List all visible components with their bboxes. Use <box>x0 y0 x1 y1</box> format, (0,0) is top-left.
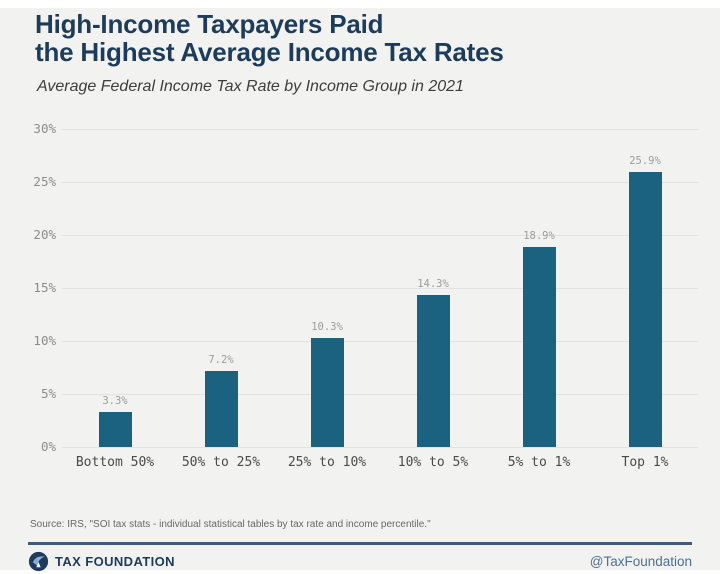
brand-name: TAX FOUNDATION <box>55 553 175 569</box>
footer-divider <box>28 542 692 545</box>
bar-value-label: 25.9% <box>629 155 661 168</box>
gridline <box>62 181 698 183</box>
bar <box>628 172 662 447</box>
plot-area: 3.3% 7.2% 10.3% 14.3% 18.9% 25.9% <box>62 128 698 448</box>
bar <box>204 370 238 447</box>
source-note: Source: IRS, "SOI tax stats - individual… <box>30 519 431 530</box>
y-tick-label: 0% <box>40 439 56 454</box>
y-tick-label: 25% <box>33 174 56 189</box>
bar-value-label: 10.3% <box>311 320 343 333</box>
bar-value-label: 14.3% <box>417 278 449 291</box>
bar <box>522 246 556 447</box>
chart-subtitle: Average Federal Income Tax Rate by Incom… <box>37 78 464 95</box>
chart-background <box>0 8 720 570</box>
bar <box>98 412 132 447</box>
x-tick-label: 10% to 5% <box>397 455 469 470</box>
twitter-handle[interactable]: @TaxFoundation <box>589 553 692 569</box>
gridline <box>62 340 698 342</box>
x-tick-label: Bottom 50% <box>75 455 155 470</box>
gridline <box>62 393 698 395</box>
page-title: High-Income Taxpayers Paid the Highest A… <box>35 9 504 67</box>
y-tick-label: 10% <box>33 333 56 348</box>
y-tick-label: 15% <box>33 280 56 295</box>
gridline <box>62 234 698 236</box>
bar-value-label: 7.2% <box>208 353 234 366</box>
gridline <box>62 287 698 289</box>
y-tick-label: 5% <box>40 386 56 401</box>
y-tick-label: 20% <box>33 227 56 242</box>
x-tick-label: 5% to 1% <box>507 455 571 470</box>
tax-foundation-logo-icon <box>28 551 49 572</box>
x-tick-label: 25% to 10% <box>287 455 367 470</box>
x-tick-label: Top 1% <box>621 455 669 470</box>
x-tick-label: 50% to 25% <box>181 455 261 470</box>
y-axis: 0% 5% 10% 15% 20% 25% 30% <box>0 121 56 454</box>
title-line-2: the Highest Average Income Tax Rates <box>35 36 504 67</box>
bar <box>310 337 344 447</box>
brand: TAX FOUNDATION <box>28 551 175 572</box>
footer: TAX FOUNDATION @TaxFoundation <box>28 550 692 572</box>
y-tick-label: 30% <box>33 121 56 136</box>
x-axis: Bottom 50% 50% to 25% 25% to 10% 10% to 5% 5… <box>62 455 698 473</box>
title-line-1: High-Income Taxpayers Paid <box>35 9 384 39</box>
gridline <box>62 128 698 130</box>
bar <box>416 295 450 447</box>
gridline <box>62 446 698 448</box>
bar-value-label: 3.3% <box>102 395 128 408</box>
bar-value-label: 18.9% <box>523 229 555 242</box>
